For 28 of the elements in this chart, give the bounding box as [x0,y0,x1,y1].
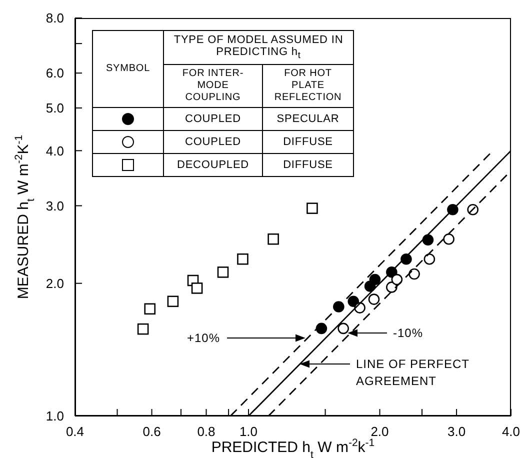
annotation: DIFFUSE [262,154,354,177]
x-tick-label: 1.0 [239,424,258,440]
x-tick-label: 4.0 [502,424,520,440]
annotation: COUPLED [164,108,262,131]
x-tick-label: 0.6 [142,424,161,440]
x-tick-label: 0.8 [197,424,216,440]
y-tick-label: 6.0 [46,66,64,81]
y-tick-label: 8.0 [46,10,64,26]
x-tick-label: 3.0 [447,424,466,440]
legend-title: TYPE OF MODEL ASSUMED IN PREDICTING h$_{t}$ [174,34,344,60]
annotation: SYMBOL [92,30,164,108]
x-tick-label: 2.0 [370,424,389,440]
annotation: SPECULAR [262,108,354,131]
annotation: LINE OF PERFECT AGREEMENT [356,357,470,388]
annotation: COUPLED [164,130,262,154]
y-tick-label: 4.0 [46,143,64,158]
annotation: DIFFUSE [262,130,354,154]
annotation: FOR INTER-MODE COUPLING [164,64,262,108]
y-tick-label: 2.0 [46,276,64,291]
y-tick-label: 3.0 [46,198,64,214]
x-tick-label: 0.4 [66,424,84,440]
annotation: FOR HOT PLATE REFLECTION [262,64,354,108]
x-axis-title: PREDICTED h$_{t}$ W m$^{-2}$k$^{-1}$ [211,437,375,458]
y-tick-label: 1.0 [46,408,64,424]
y-tick-label: 5.0 [46,100,64,116]
annotation: -10% [393,326,424,340]
annotation: DECOUPLED [164,154,262,177]
annotation: +10% [187,331,220,345]
